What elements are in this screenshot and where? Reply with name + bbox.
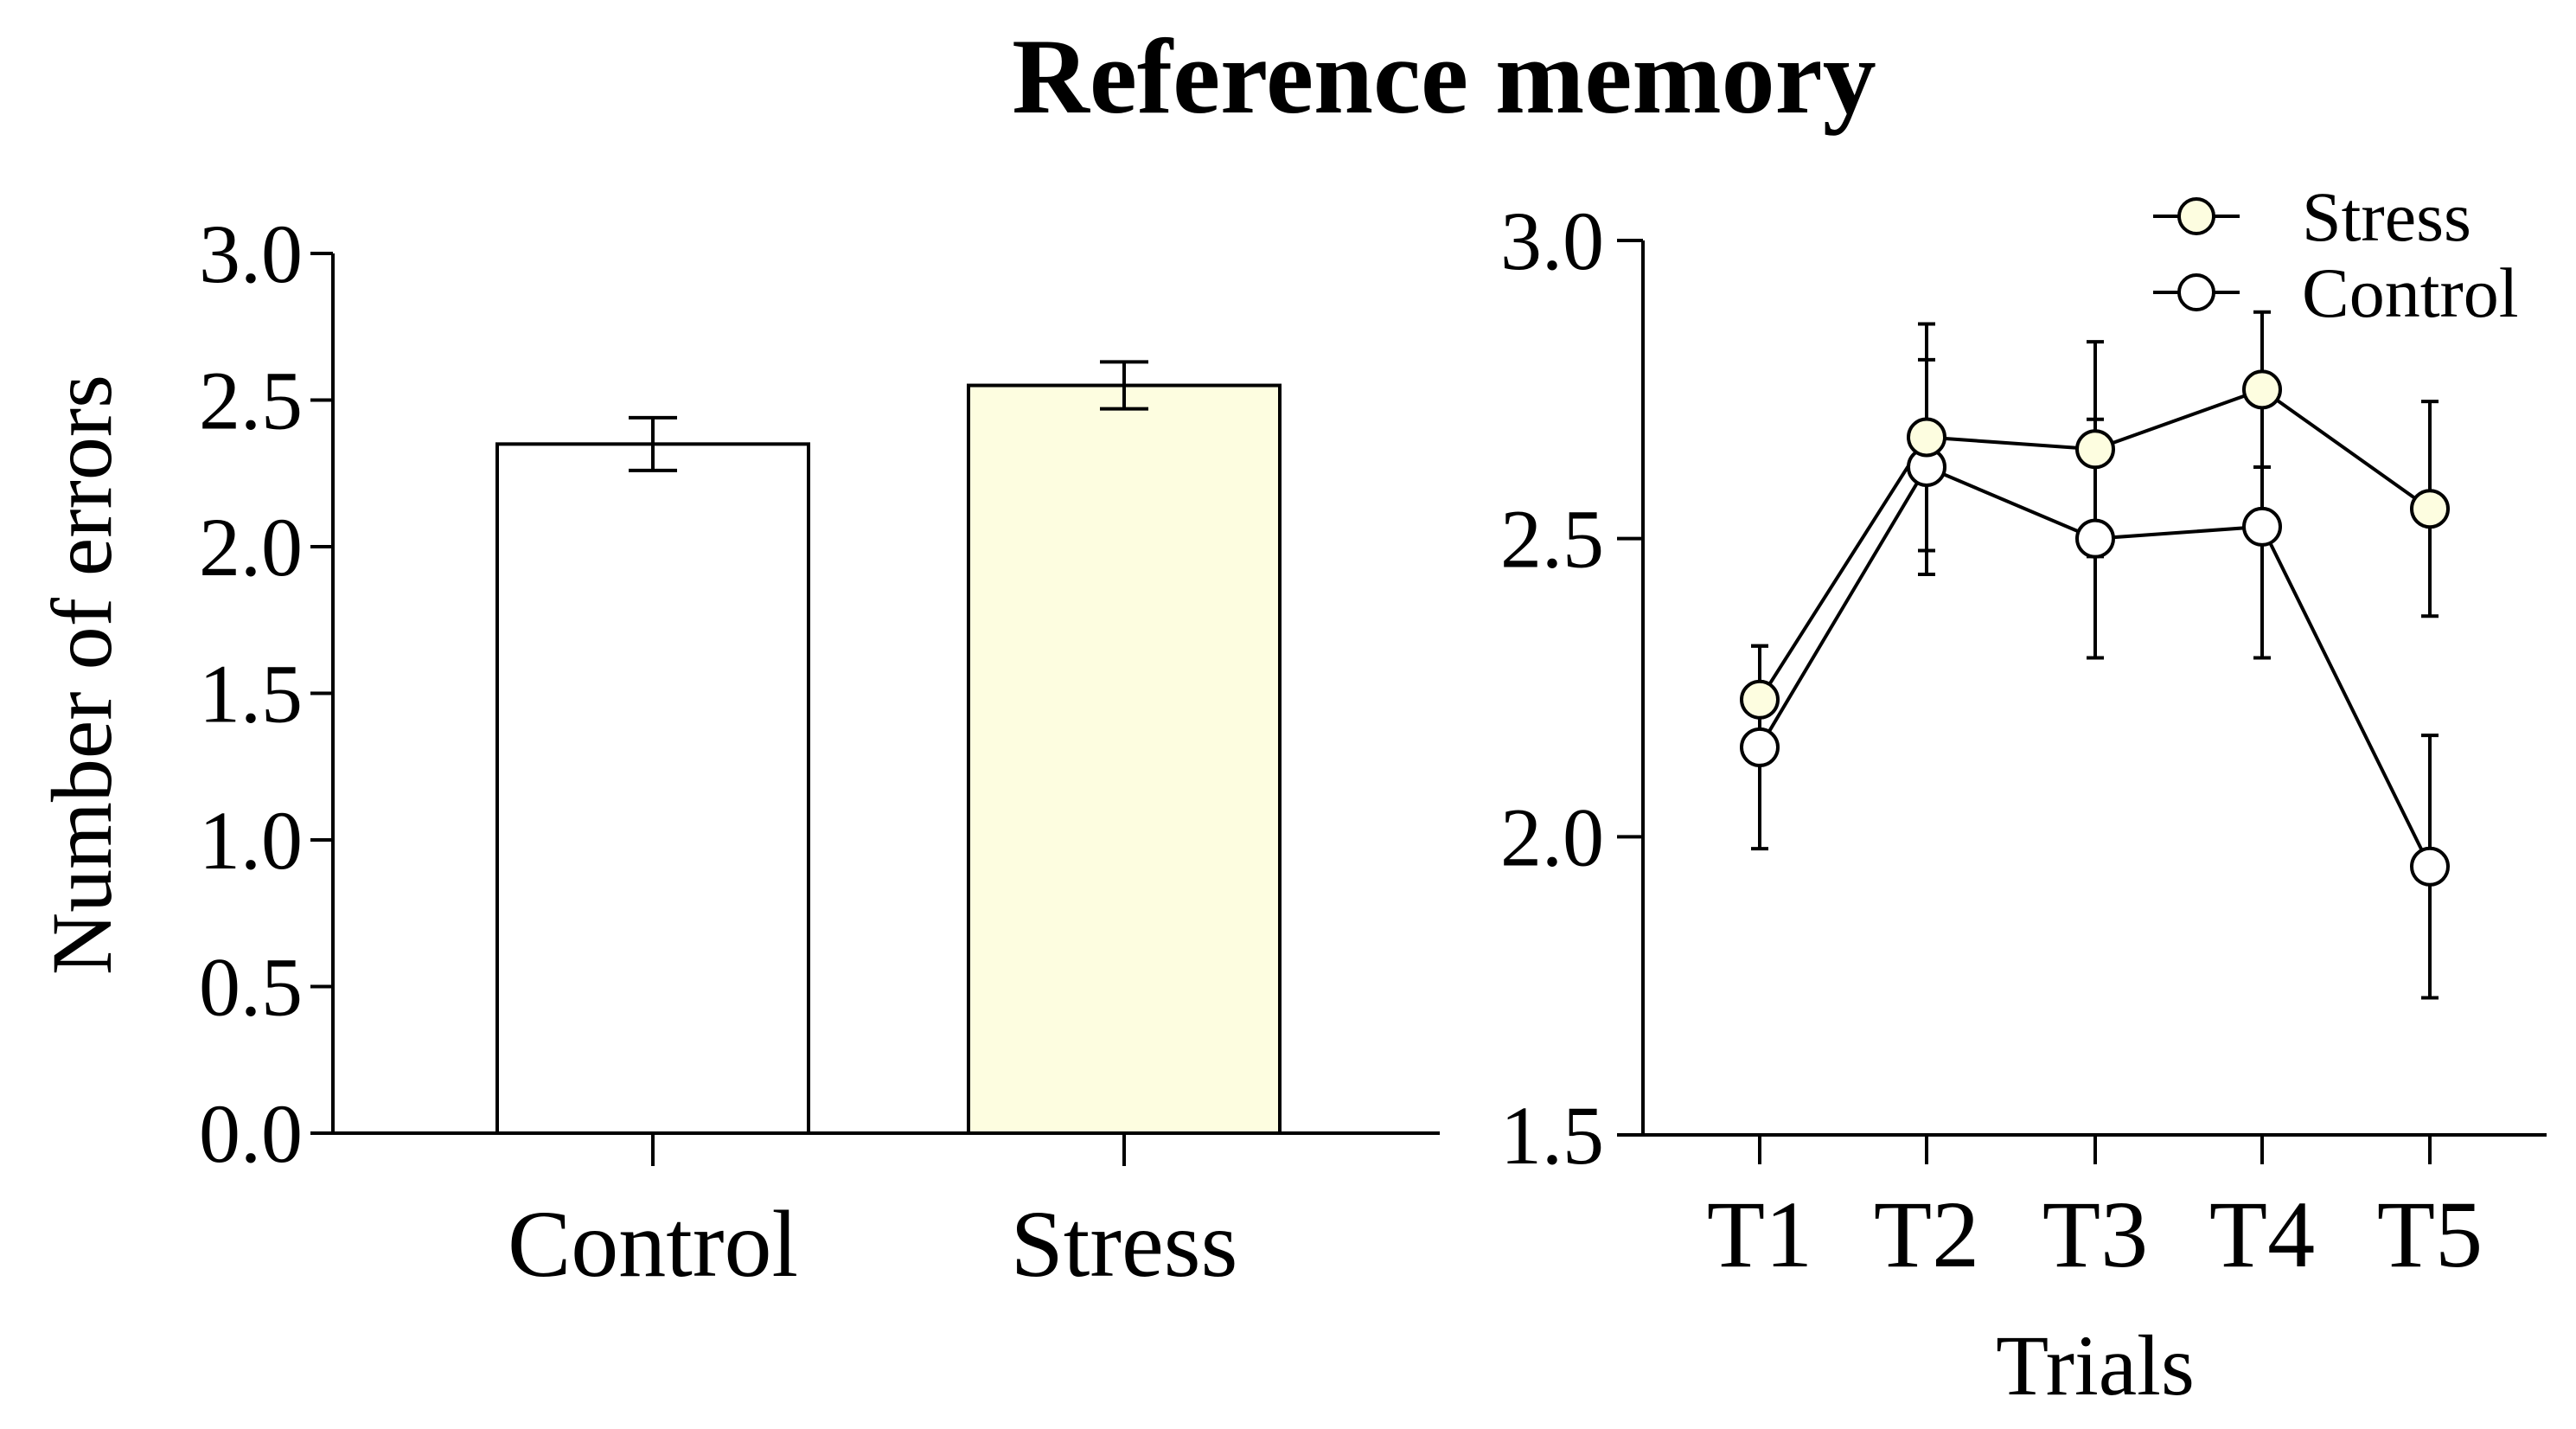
bar-y-tick-label: 0.5 (199, 941, 303, 1034)
chart-title: Reference memory (1012, 17, 1876, 136)
markers-control (1740, 446, 2450, 887)
bar-y-tick-label: 0.0 (199, 1087, 303, 1180)
bar-y-tick-label: 3.0 (199, 208, 303, 300)
line-x-axis-label: Trials (1996, 1317, 2195, 1413)
bar-y-axis-label: Number of errors (34, 375, 130, 975)
legend-label: Control (2302, 253, 2519, 332)
bar-y-tick-label: 1.0 (199, 794, 303, 887)
bar-x-tick-label: Stress (1011, 1191, 1238, 1297)
data-point (2075, 429, 2115, 470)
line-y-tick-label: 3.0 (1500, 195, 1604, 287)
data-point (1740, 679, 1780, 720)
line-x-tick-label: T3 (2042, 1182, 2148, 1287)
line-x-axis: T1 T2 T3 T4 T5 (1643, 1133, 2547, 1287)
bar-stress (967, 383, 1282, 1135)
line-y-axis: 1.5 2.0 2.5 3.0 (1500, 195, 1645, 1182)
data-point (2242, 369, 2282, 410)
legend-marker (2177, 273, 2215, 311)
line-y-tick-label: 2.5 (1500, 493, 1604, 586)
legend-marker (2177, 197, 2215, 235)
data-point (2410, 489, 2450, 529)
line-y-tick-label: 1.5 (1500, 1089, 1604, 1182)
line-y-tick-label: 2.0 (1500, 791, 1604, 883)
data-point (1907, 417, 1946, 458)
bar-y-tick-label: 2.5 (199, 355, 303, 447)
line-chart: 1.5 2.0 2.5 3.0 T1 T2 T3 T4 T5 Trials StressCon… (1500, 177, 2547, 1413)
line-series (1740, 310, 2450, 1000)
line-x-tick-label: T2 (1874, 1182, 1979, 1287)
line-x-tick-label: T1 (1707, 1182, 1812, 1287)
bar-control (495, 442, 810, 1135)
bar-x-axis: Control Stress (333, 1131, 1440, 1297)
bar-y-tick-label: 1.5 (199, 648, 303, 740)
data-point (2242, 506, 2282, 547)
line-x-tick-label: T4 (2209, 1182, 2315, 1287)
line-x-tick-label: T5 (2377, 1182, 2483, 1287)
bar-y-axis: 0.0 0.5 1.0 1.5 2.0 2.5 3.0 (199, 208, 335, 1180)
data-point (1740, 727, 1780, 767)
bar-chart: Number of errors 0.0 0.5 1.0 1.5 2.0 2.5 3.0 C… (34, 208, 1440, 1297)
markers-stress (1740, 369, 2450, 720)
bar-y-tick-label: 2.0 (199, 501, 303, 593)
bar-x-tick-label: Control (508, 1191, 798, 1297)
data-point (2410, 846, 2450, 887)
legend-label: Stress (2302, 177, 2471, 256)
bar-series (495, 360, 1282, 1135)
data-point (2075, 518, 2115, 559)
